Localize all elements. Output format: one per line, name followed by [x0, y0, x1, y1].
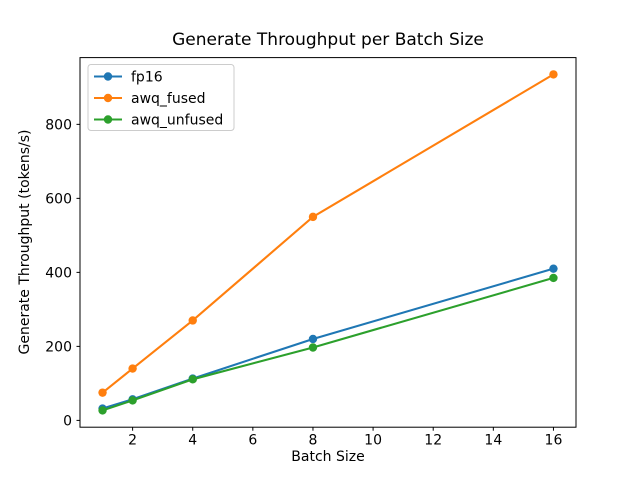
data-point-marker [549, 273, 558, 283]
x-tick-label: 4 [188, 433, 197, 449]
x-tick-label: 8 [309, 433, 318, 449]
data-point-marker [308, 343, 318, 352]
data-point-marker [308, 334, 318, 344]
data-point-marker [188, 375, 197, 384]
series-awq_fused [98, 70, 558, 397]
data-point-marker [549, 70, 558, 79]
data-point-marker [98, 406, 107, 415]
data-point-marker [188, 316, 197, 325]
x-tick-label: 2 [128, 433, 137, 449]
x-tick-label: 14 [484, 433, 502, 449]
chart-title: Generate Throughput per Batch Size [172, 30, 484, 50]
legend-marker [103, 72, 113, 81]
x-tick-label: 16 [545, 433, 563, 449]
legend-label: fp16 [131, 70, 163, 86]
data-point-marker [549, 264, 558, 273]
y-tick-label: 200 [45, 339, 72, 355]
legend-marker [103, 93, 113, 103]
legend-label: awq_fused [131, 91, 206, 107]
y-tick-label: 600 [45, 191, 72, 207]
x-tick-label: 10 [364, 433, 382, 449]
y-axis-ticks: 0 200 400 600 800 [45, 117, 80, 429]
x-tick-label: 12 [424, 433, 442, 449]
x-axis-ticks: 2 4 6 8 10 12 14 16 [128, 427, 562, 449]
data-point-marker [308, 212, 318, 222]
data-point-marker [98, 388, 107, 397]
data-point-marker [128, 396, 137, 405]
y-tick-label: 0 [63, 413, 72, 429]
x-tick-label: 6 [248, 433, 257, 449]
legend-label: awq_unfused [131, 113, 223, 129]
series-awq_unfused [98, 273, 558, 415]
legend-entry-awq_unfused: awq_unfused [94, 113, 223, 129]
y-tick-label: 400 [45, 265, 72, 281]
data-point-marker [128, 364, 137, 373]
legend-entry-fp16: fp16 [94, 70, 163, 86]
legend-box [87, 64, 235, 131]
legend-entry-awq_fused: awq_fused [94, 91, 206, 107]
legend: fp16 awq_fused awq_unfused [87, 64, 235, 131]
y-tick-label: 800 [45, 117, 72, 133]
legend-marker [103, 115, 113, 124]
x-axis-label: Batch Size [291, 449, 365, 465]
